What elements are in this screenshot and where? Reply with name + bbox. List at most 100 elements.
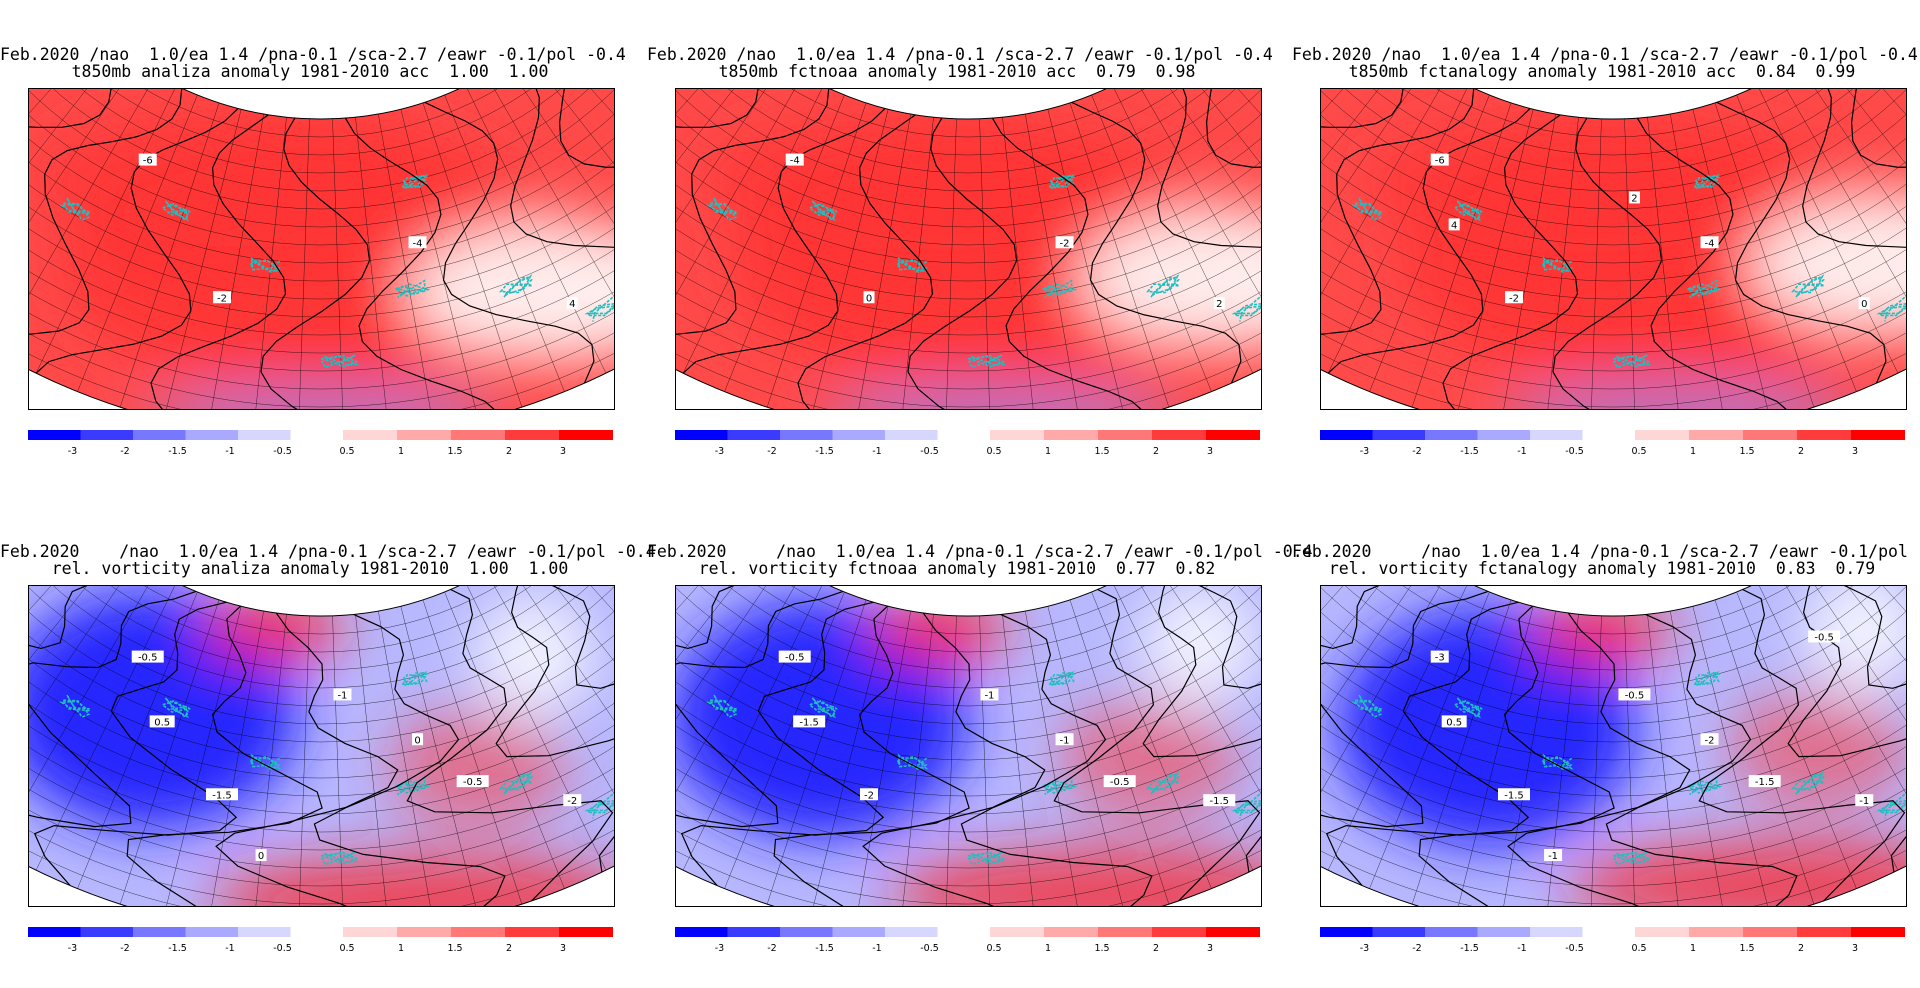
legend-swatch <box>1477 927 1530 937</box>
contour-lines <box>1321 586 1906 906</box>
color-legend: -3 -2 -1.5 -1 -0.5 0.5 1 1.5 2 3 <box>1320 927 1905 957</box>
svg-text:-4: -4 <box>790 156 800 167</box>
coastlines <box>1350 174 1906 369</box>
legend-swatch <box>1530 927 1583 937</box>
legend-swatch <box>1743 927 1797 937</box>
anomaly-map: -6 -4 -2 4 <box>29 89 614 409</box>
contour-label: -1.5 <box>793 715 826 728</box>
contour-label: 4 <box>1448 218 1460 231</box>
legend-label: -2 <box>1412 446 1421 457</box>
panel-t850-fctanalogy: Feb.2020 /nao 1.0/ea 1.4 /pna-0.1 /sca-2… <box>1292 0 1918 470</box>
map-frame: -6 -4 -2 0 2 4 <box>1320 88 1907 410</box>
legend-label: -1 <box>1517 943 1526 954</box>
legend-label: 0.5 <box>986 943 1001 954</box>
legend-label: -1.5 <box>168 446 187 457</box>
map-frame: -6 -4 -2 4 <box>28 88 615 410</box>
legend-label: -1.5 <box>815 943 834 954</box>
legend-label: -3 <box>68 446 77 457</box>
map-frame: -4 -2 0 2 <box>675 88 1262 410</box>
legend-label: -2 <box>120 446 129 457</box>
legend-swatch <box>727 927 780 937</box>
map-outline <box>676 586 1261 906</box>
contour-label: -4 <box>785 153 804 167</box>
contour-label: -1.5 <box>1748 775 1781 788</box>
svg-text:-1: -1 <box>1060 735 1070 746</box>
legend-label: 1.5 <box>1739 446 1754 457</box>
color-legend: -3 -2 -1.5 -1 -0.5 0.5 1 1.5 2 3 <box>1320 430 1905 460</box>
contour-label: -1 <box>1055 733 1074 746</box>
legend-swatch <box>397 430 451 440</box>
legend-label: -1.5 <box>1460 943 1479 954</box>
legend-swatch <box>1044 430 1098 440</box>
contour-label: -0.5 <box>1618 688 1651 701</box>
svg-text:2: 2 <box>1216 299 1222 310</box>
panel-title-line2: rel. vorticity analiza anomaly 1981-2010… <box>51 559 569 578</box>
svg-text:-0.5: -0.5 <box>785 653 805 664</box>
svg-text:-2: -2 <box>217 293 227 304</box>
anomaly-region <box>699 110 1140 251</box>
legend-label: 1.5 <box>1739 943 1754 954</box>
legend-label: 0.5 <box>986 446 1001 457</box>
anomaly-region <box>1140 586 1261 704</box>
color-legend: -3 -2 -1.5 -1 -0.5 0.5 1 1.5 2 3 <box>28 430 613 460</box>
svg-text:0: 0 <box>866 293 872 304</box>
coastlines <box>1350 671 1906 866</box>
anomaly-region <box>405 221 614 362</box>
anomaly-map: -6 -4 -2 0 2 4 <box>1321 89 1906 409</box>
legend-label: -0.5 <box>273 446 292 457</box>
panel-vorticity-analiza: Feb.2020 /nao 1.0/ea 1.4 /pna-0.1 /sca-2… <box>0 497 656 967</box>
panel-title-line1: Feb.2020 /nao 1.0/ea 1.4 /pna-0.1 /sca-2… <box>647 45 1273 64</box>
legend-swatch <box>1851 927 1905 937</box>
map-frame: -0.5 -1 -2 -1.5 -1 -1.5 -0.5 <box>675 585 1262 907</box>
legend-swatch <box>1797 927 1851 937</box>
anomaly-map: -3 -2 -1.5 -1 -0.5 0.5 -1.5 -1 -0.5 <box>1321 586 1906 906</box>
legend-swatch <box>238 927 291 937</box>
legend-label: -2 <box>767 446 776 457</box>
svg-text:-1.5: -1.5 <box>1210 796 1230 807</box>
contour-label: 0 <box>412 733 424 746</box>
contour-label: -2 <box>213 291 232 304</box>
legend-label: 0.5 <box>1631 943 1646 954</box>
coastlines <box>705 174 1261 369</box>
contour-label: 2 <box>1213 297 1225 310</box>
svg-text:-6: -6 <box>1435 156 1445 167</box>
legend-swatch <box>1320 430 1373 440</box>
panel-title-line1: Feb.2020 /nao 1.0/ea 1.4 /pna-0.1 /sca-2… <box>1292 542 1920 561</box>
legend-swatch <box>343 430 397 440</box>
svg-text:-1: -1 <box>337 690 347 701</box>
legend-swatch <box>1425 927 1478 937</box>
legend-label: 1.5 <box>1094 943 1109 954</box>
legend-label: -1 <box>225 446 234 457</box>
legend-label: 1 <box>1690 446 1696 457</box>
legend-label: 1.5 <box>1094 446 1109 457</box>
anomaly-map: -0.5 -1 -2 -1.5 -1 -1.5 -0.5 <box>676 586 1261 906</box>
contour-label: -1 <box>1855 794 1874 807</box>
map-outline <box>29 586 614 906</box>
map-outline <box>1321 89 1906 409</box>
anomaly-region <box>1748 193 1906 334</box>
legend-swatch <box>990 430 1044 440</box>
legend-swatch <box>885 927 938 937</box>
legend-swatch <box>185 927 238 937</box>
legend-swatch <box>185 430 238 440</box>
anomaly-region <box>1365 112 1806 253</box>
panel-title-line1: Feb.2020 /nao 1.0/ea 1.4 /pna-0.1 /sca-2… <box>647 542 1313 561</box>
contour-lines <box>676 89 1261 409</box>
legend-label: 3 <box>1852 446 1858 457</box>
contour-label: -0.5 <box>1103 775 1136 788</box>
legend-label: -3 <box>715 943 724 954</box>
lat-lon-grid <box>29 89 614 409</box>
legend-swatch <box>1743 430 1797 440</box>
contour-label: -1.5 <box>1498 788 1531 801</box>
svg-text:-2: -2 <box>1705 735 1715 746</box>
legend-swatch <box>1372 430 1425 440</box>
contour-label: -6 <box>1430 153 1449 167</box>
anomaly-region <box>202 598 343 659</box>
legend-swatch <box>1425 430 1478 440</box>
svg-text:0.5: 0.5 <box>154 717 170 728</box>
map-frame: -0.5 0 -1.5 -2 -1 0.5 -0.5 0 <box>28 585 615 907</box>
legend-label: 1 <box>398 446 404 457</box>
map-outline <box>29 89 614 409</box>
anomaly-map: -4 -2 0 2 <box>676 89 1261 409</box>
legend-label: 0.5 <box>339 446 354 457</box>
